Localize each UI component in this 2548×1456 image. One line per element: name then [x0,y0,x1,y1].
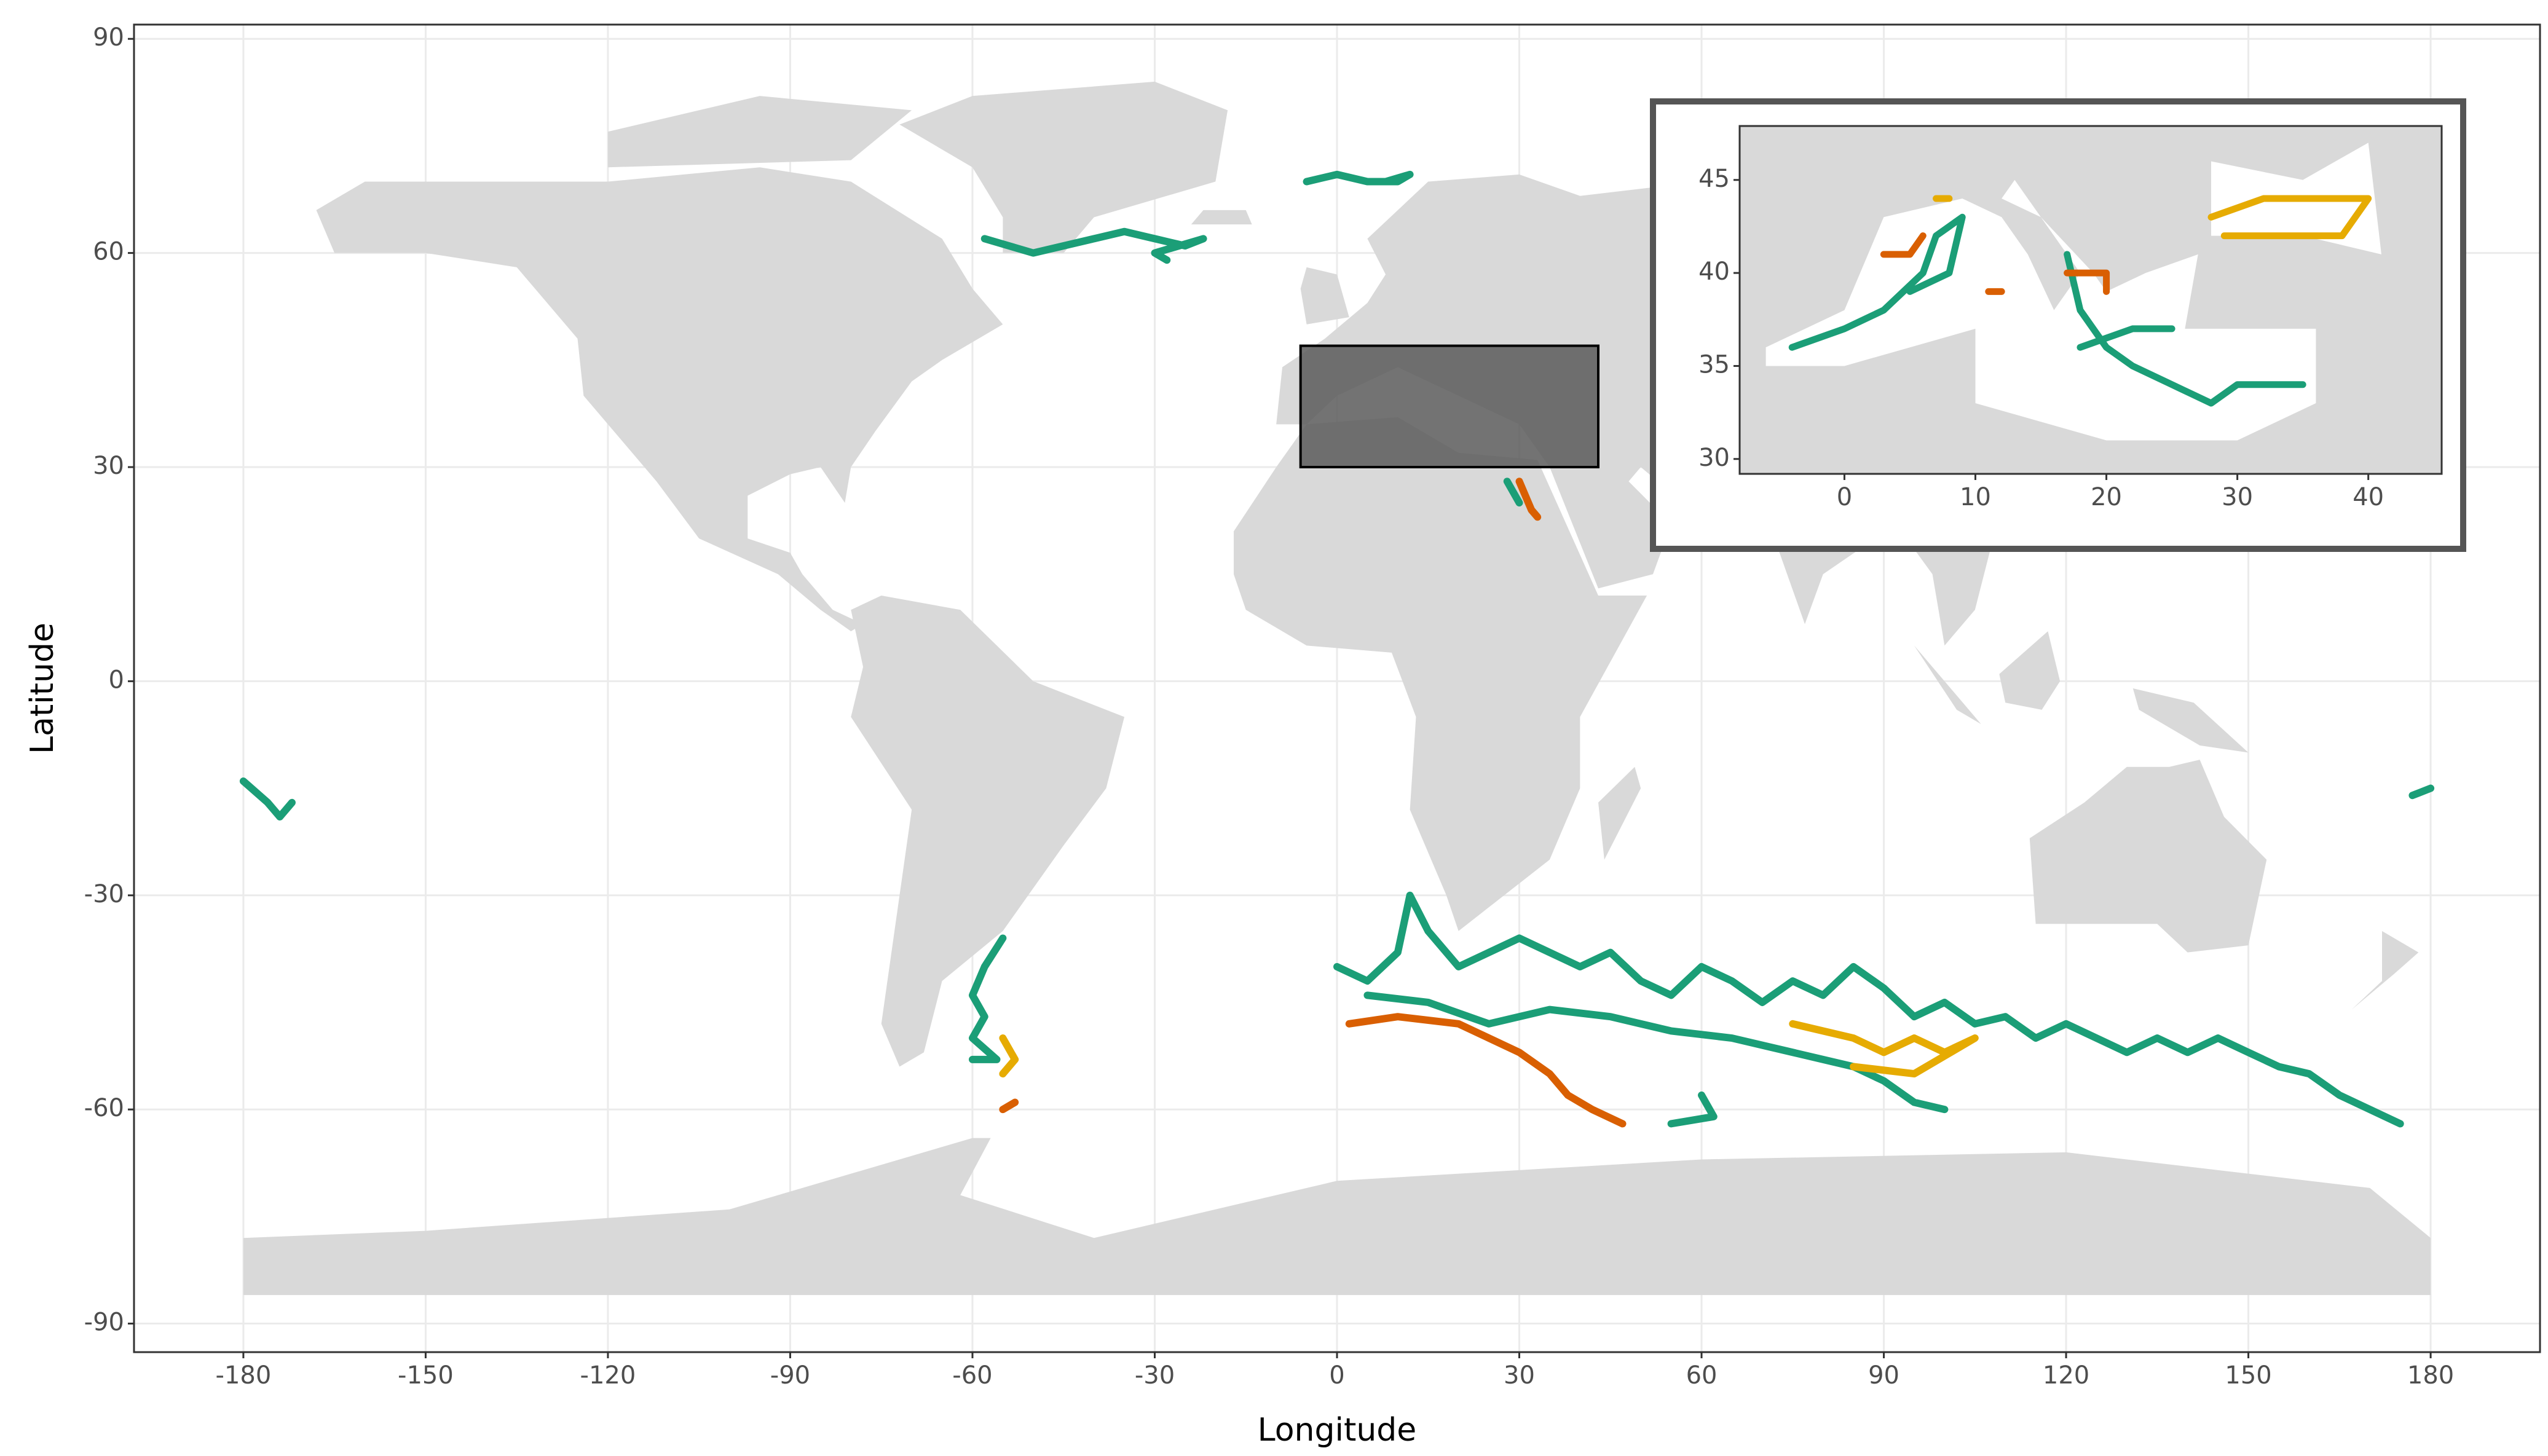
x-tick-label: -180 [216,1361,272,1390]
x-axis-title: Longitude [1258,1412,1417,1449]
x-tick-label: 10 [1960,483,1991,511]
inset-land-layer [1740,126,2442,474]
inset: 0 10 20 30 40 30 35 40 45 [1650,98,2466,552]
y-tick-label: 30 [93,452,124,480]
x-tick-label: -90 [770,1361,810,1390]
new-zealand [2351,931,2419,1010]
north-america [316,167,1003,632]
x-tick-label: 60 [1686,1361,1718,1390]
y-tick-label: -30 [84,880,124,908]
highlight-box [1299,344,1600,468]
x-tick-label: -150 [398,1361,454,1390]
y-tick-label: 30 [1698,444,1730,472]
x-tick-label: 150 [2225,1361,2271,1390]
x-tick-label: 20 [2091,483,2122,511]
x-tick-label: 0 [1329,1361,1344,1390]
greenland [899,81,1228,253]
inset-axes: 0 10 20 30 40 30 35 40 45 [1698,165,2384,511]
y-tick-label: 40 [1698,258,1730,286]
y-tick-label: 0 [109,666,124,694]
y-tick-label: -90 [84,1308,124,1337]
y-axis-title: Latitude [24,623,61,754]
tracks [239,170,2435,1128]
track [999,1020,1979,1078]
x-tick-label: 120 [2043,1361,2089,1390]
x-tick-label: -120 [580,1361,636,1390]
x-tick-label: 30 [2222,483,2253,511]
track [239,170,2435,1128]
australia [2029,760,2267,953]
y-tick-label: 45 [1698,165,1730,193]
x-tick-label: 180 [2407,1361,2454,1390]
x-tick-label: 30 [1504,1361,1535,1390]
x-tick-label: -30 [1135,1361,1175,1390]
iceland [1191,210,1252,225]
x-tick-label: 0 [1837,483,1852,511]
new-guinea [2132,688,2249,753]
track [1880,232,2110,295]
borneo [1999,631,2061,710]
x-tick-label: 40 [2353,483,2384,511]
y-tick-label: -60 [84,1094,124,1122]
track [999,478,1627,1128]
madagascar [1598,766,1641,860]
y-tick-label: 60 [93,238,124,266]
africa [1233,417,1647,931]
y-tick-label: 90 [93,23,124,52]
antarctica [243,1138,2431,1296]
britain [1300,267,1349,325]
y-tick-label: 35 [1698,350,1730,379]
inset-panel-border [1738,125,2443,475]
x-tick-label: 90 [1868,1361,1899,1390]
inset-tracks [1788,195,2372,407]
mediterranean [1765,179,2316,441]
x-tick-label: -60 [952,1361,992,1390]
track [1788,213,2306,407]
track [1933,195,2372,240]
south-america [851,596,1125,1067]
axes: -180 -150 -120 -90 -60 -30 0 30 60 90 120 150 180 -90… [84,23,2455,1390]
